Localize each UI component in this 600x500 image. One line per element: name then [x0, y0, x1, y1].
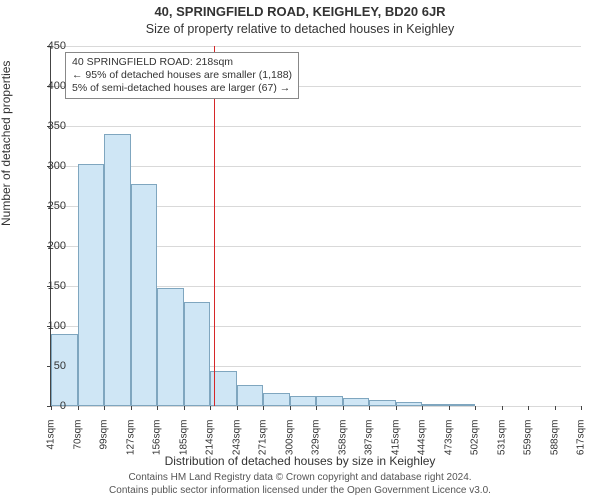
marker-line	[214, 46, 215, 406]
histogram-bar	[157, 288, 184, 406]
x-tick-mark	[78, 406, 79, 410]
histogram-bar	[237, 385, 264, 406]
x-tick-label: 300sqm	[284, 420, 295, 456]
title-main: 40, SPRINGFIELD ROAD, KEIGHLEY, BD20 6JR	[0, 4, 600, 19]
gridline	[51, 126, 581, 127]
x-tick-mark	[316, 406, 317, 410]
x-tick-label: 358sqm	[337, 420, 348, 456]
x-tick-mark	[290, 406, 291, 410]
x-tick-label: 243sqm	[231, 420, 242, 456]
y-tick-label: 100	[26, 320, 66, 332]
x-tick-label: 444sqm	[417, 420, 428, 456]
plot-area: 41sqm70sqm99sqm127sqm156sqm185sqm214sqm2…	[50, 46, 580, 406]
y-tick-label: 150	[26, 280, 66, 292]
chart-container: 40, SPRINGFIELD ROAD, KEIGHLEY, BD20 6JR…	[0, 0, 600, 500]
y-tick-label: 400	[26, 80, 66, 92]
histogram-bar	[290, 396, 317, 406]
x-tick-mark	[343, 406, 344, 410]
x-tick-mark	[502, 406, 503, 410]
x-tick-mark	[422, 406, 423, 410]
x-tick-label: 99sqm	[99, 420, 110, 450]
y-axis-label: Number of detached properties	[0, 61, 13, 226]
annotation-line: 5% of semi-detached houses are larger (6…	[72, 82, 292, 95]
x-tick-mark	[104, 406, 105, 410]
x-tick-label: 41sqm	[46, 420, 57, 450]
x-tick-mark	[237, 406, 238, 410]
x-tick-label: 617sqm	[576, 420, 587, 456]
y-tick-label: 350	[26, 120, 66, 132]
annotation-box: 40 SPRINGFIELD ROAD: 218sqm← 95% of deta…	[65, 52, 299, 99]
x-tick-mark	[581, 406, 582, 410]
x-tick-label: 531sqm	[496, 420, 507, 456]
histogram-bar	[78, 164, 105, 406]
x-tick-mark	[131, 406, 132, 410]
x-tick-mark	[475, 406, 476, 410]
x-tick-label: 588sqm	[549, 420, 560, 456]
x-tick-label: 271sqm	[258, 420, 269, 456]
footer-line-2: Contains public sector information licen…	[0, 485, 600, 498]
x-tick-label: 185sqm	[178, 420, 189, 456]
x-tick-label: 473sqm	[443, 420, 454, 456]
histogram-bar	[422, 404, 449, 406]
x-tick-mark	[449, 406, 450, 410]
x-axis-label: Distribution of detached houses by size …	[0, 454, 600, 468]
histogram-bar	[369, 400, 396, 406]
x-tick-label: 415sqm	[390, 420, 401, 456]
x-tick-mark	[369, 406, 370, 410]
footer: Contains HM Land Registry data © Crown c…	[0, 472, 600, 497]
annotation-line: ← 95% of detached houses are smaller (1,…	[72, 69, 292, 82]
x-tick-mark	[157, 406, 158, 410]
histogram-bar	[449, 404, 476, 406]
y-tick-label: 450	[26, 40, 66, 52]
y-tick-label: 50	[26, 360, 66, 372]
x-tick-label: 502sqm	[470, 420, 481, 456]
histogram-bar	[396, 402, 423, 406]
x-tick-label: 156sqm	[152, 420, 163, 456]
x-tick-mark	[184, 406, 185, 410]
plot-inner: 41sqm70sqm99sqm127sqm156sqm185sqm214sqm2…	[50, 46, 581, 407]
x-tick-label: 329sqm	[311, 420, 322, 456]
x-tick-mark	[263, 406, 264, 410]
x-tick-mark	[396, 406, 397, 410]
histogram-bar	[263, 393, 290, 406]
y-tick-label: 200	[26, 240, 66, 252]
gridline	[51, 46, 581, 47]
histogram-bar	[316, 396, 343, 406]
title-sub: Size of property relative to detached ho…	[0, 22, 600, 36]
x-tick-label: 559sqm	[523, 420, 534, 456]
x-tick-label: 214sqm	[205, 420, 216, 456]
histogram-bar	[131, 184, 158, 406]
annotation-line: 40 SPRINGFIELD ROAD: 218sqm	[72, 56, 292, 69]
footer-line-1: Contains HM Land Registry data © Crown c…	[0, 472, 600, 485]
x-tick-label: 127sqm	[125, 420, 136, 456]
gridline	[51, 166, 581, 167]
y-tick-label: 300	[26, 160, 66, 172]
x-tick-label: 70sqm	[72, 420, 83, 450]
histogram-bar	[104, 134, 131, 406]
x-tick-label: 387sqm	[364, 420, 375, 456]
x-tick-mark	[528, 406, 529, 410]
x-tick-mark	[555, 406, 556, 410]
y-tick-label: 250	[26, 200, 66, 212]
y-tick-label: 0	[26, 400, 66, 412]
x-tick-mark	[210, 406, 211, 410]
histogram-bar	[343, 398, 370, 406]
histogram-bar	[184, 302, 211, 406]
